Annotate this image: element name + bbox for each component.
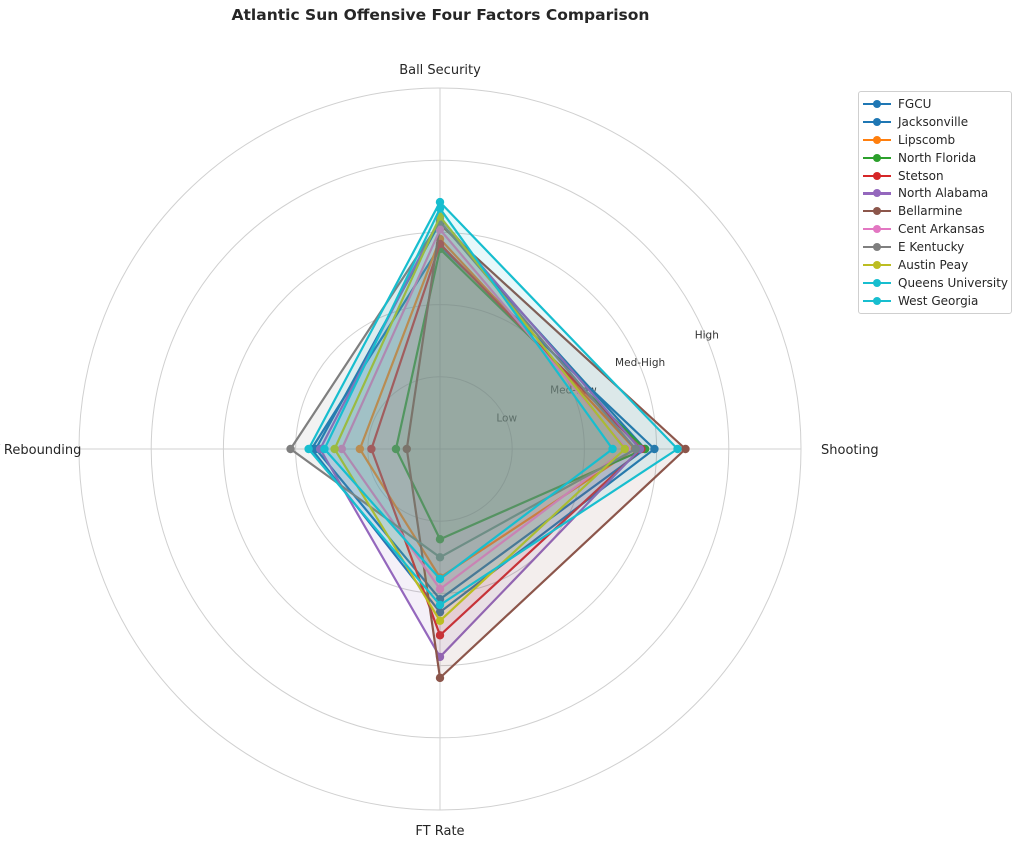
legend-label: FGCU — [898, 96, 932, 111]
data-point — [650, 444, 659, 454]
legend: FGCU Jacksonville Lipscomb North Florida Ste… — [858, 91, 1012, 314]
data-point — [620, 444, 630, 454]
data-point — [367, 444, 376, 454]
data-point — [435, 673, 445, 683]
data-point — [435, 616, 445, 626]
data-point — [435, 553, 445, 562]
legend-swatch — [863, 242, 891, 252]
radial-tick-label: High — [695, 329, 719, 341]
radial-tick-labels: Low Med-Low Med-High High — [496, 329, 719, 424]
data-point — [435, 607, 445, 617]
legend-swatch — [863, 117, 891, 127]
data-point — [435, 631, 445, 640]
series-west-georgia — [320, 204, 617, 584]
series-stetson — [367, 239, 646, 640]
axis-labels: Shooting Ball Security Off Rebounding FT Ra… — [0, 63, 879, 839]
data-point — [681, 444, 690, 454]
legend-swatch — [863, 153, 891, 163]
legend-item: Cent Arkansas — [859, 220, 1011, 238]
data-point — [631, 444, 640, 454]
legend-label: Lipscomb — [898, 132, 956, 147]
legend-item: Stetson — [859, 167, 1011, 185]
legend-swatch — [863, 206, 891, 216]
data-point — [673, 444, 682, 454]
axis-label-off-rebounding: Off Rebounding — [0, 443, 81, 458]
legend-swatch — [863, 260, 891, 270]
data-point — [320, 444, 329, 454]
legend-label: Cent Arkansas — [898, 222, 985, 237]
data-point — [608, 444, 617, 454]
legend-label: Queens University — [898, 275, 1009, 290]
legend-item: Austin Peay — [859, 256, 1011, 274]
data-point — [435, 535, 445, 544]
legend-label: Jacksonville — [898, 114, 969, 129]
legend-item: Jacksonville — [859, 113, 1011, 131]
legend-label: West Georgia — [898, 293, 979, 308]
legend-swatch — [863, 99, 891, 109]
data-point — [330, 444, 339, 454]
data-point — [402, 444, 411, 454]
legend-label: Austin Peay — [898, 257, 969, 272]
axis-label-shooting: Shooting — [821, 443, 879, 458]
data-point — [286, 444, 295, 454]
data-point — [435, 225, 445, 234]
legend-item: North Florida — [859, 149, 1011, 167]
legend-label: E Kentucky — [898, 240, 965, 255]
series-queens-university — [304, 197, 682, 610]
chart-title: Atlantic Sun Offensive Four Factors Comp… — [231, 6, 650, 24]
data-point — [435, 574, 445, 584]
axis-label-ft-rate: FT Rate — [415, 824, 464, 839]
data-point — [355, 444, 365, 454]
radial-tick-label: Med-High — [615, 357, 665, 369]
radial-tick-label: Low — [496, 412, 517, 424]
legend-item: FGCU — [859, 95, 1011, 113]
data-point — [435, 600, 445, 610]
data-point — [435, 197, 445, 207]
radial-tick-label: Med-Low — [550, 385, 597, 397]
data-point — [435, 204, 445, 213]
legend-item: West Georgia — [859, 292, 1011, 310]
legend-item: E Kentucky — [859, 238, 1011, 256]
legend-label: Stetson — [898, 168, 944, 183]
legend-item: Queens University — [859, 274, 1011, 292]
legend-swatch — [863, 278, 891, 288]
data-point — [304, 444, 313, 454]
data-point — [435, 584, 445, 594]
data-point — [391, 444, 401, 454]
legend-swatch — [863, 171, 891, 181]
legend-swatch — [863, 224, 891, 234]
legend-swatch — [863, 188, 891, 198]
legend-label: Bellarmine — [898, 204, 963, 219]
axis-label-ball-security: Ball Security — [399, 63, 481, 78]
legend-swatch — [863, 296, 891, 306]
legend-label: North Alabama — [898, 186, 989, 201]
series-layer — [286, 197, 690, 683]
legend-item: Bellarmine — [859, 202, 1011, 220]
legend-item: Lipscomb — [859, 131, 1011, 149]
legend-label: North Florida — [898, 150, 977, 165]
data-point — [337, 444, 347, 454]
legend-swatch — [863, 135, 891, 145]
legend-item: North Alabama — [859, 184, 1011, 202]
